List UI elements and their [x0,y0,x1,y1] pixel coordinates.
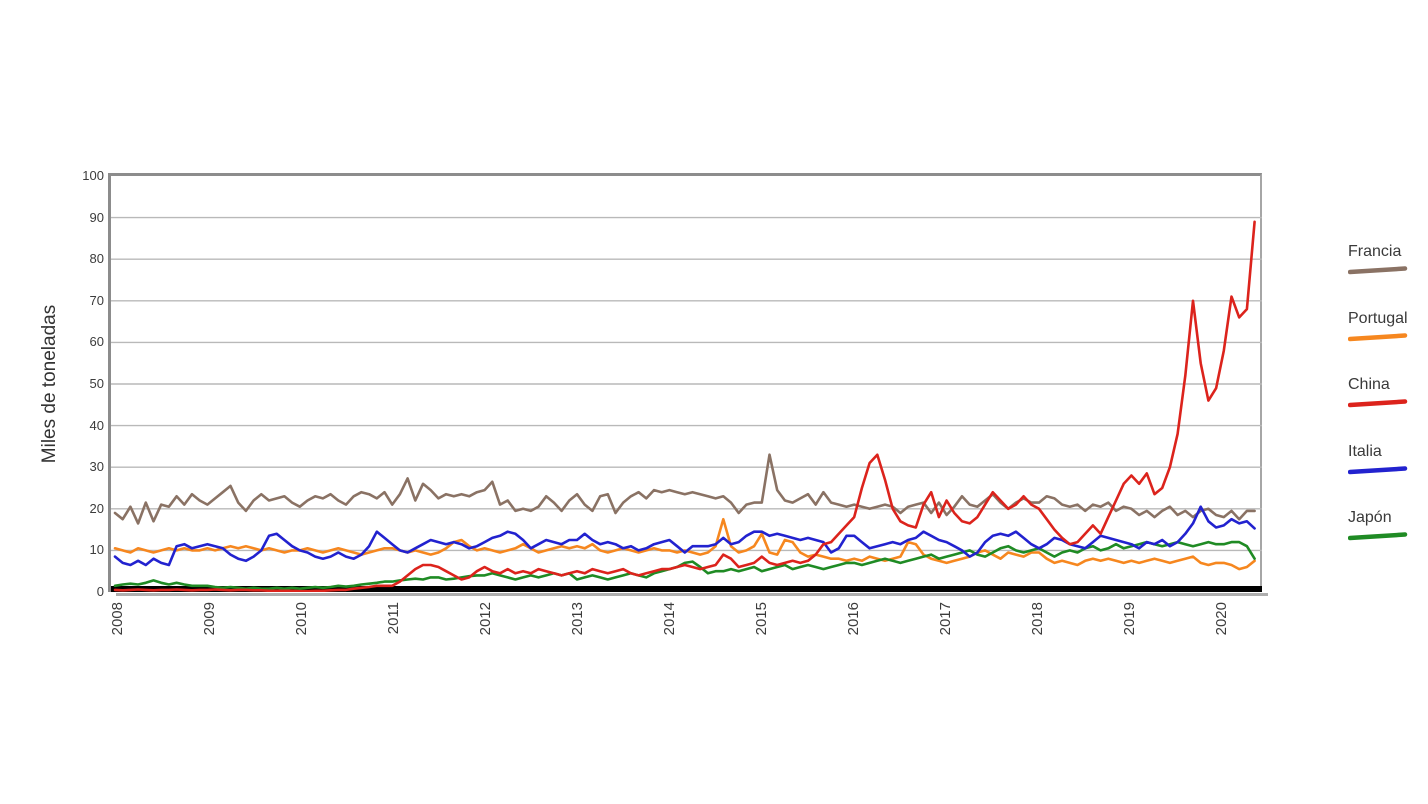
legend-entry-japón: Japón [1348,509,1408,541]
legend-entry-portugal: Portugal [1348,310,1408,342]
legend-entry-china: China [1348,376,1408,408]
legend-swatch-japón [1348,532,1408,541]
y-tick-label-40: 40 [89,417,104,433]
y-tick-label-60: 60 [89,334,104,350]
series-line-japón [113,540,1256,591]
legend-label: China [1348,376,1390,393]
legend-label: Francia [1348,243,1402,260]
y-tick-label-80: 80 [89,251,104,267]
x-tick-label-2011: 2011 [385,602,402,635]
y-tick-label-30: 30 [89,459,104,475]
x-tick-label-2015: 2015 [753,602,770,636]
series-line-francia [113,453,1256,525]
x-tick-label-2017: 2017 [937,602,954,636]
x-tick-label-2014: 2014 [661,602,678,636]
x-tick-label-2008: 2008 [109,602,126,636]
legend-label: Japón [1348,509,1392,526]
line-chart [111,216,1262,592]
legend-swatch-italia [1348,465,1408,474]
legend-entry-francia: Francia [1348,243,1408,275]
series-line-china [113,220,1256,592]
legend-label: Italia [1348,442,1382,460]
legend-entry-italia: Italia [1348,443,1408,475]
x-tick-label-2016: 2016 [845,602,862,636]
x-tick-label-2020: 2020 [1213,602,1230,636]
y-tick-label-0: 0 [96,584,104,599]
x-tick-label-2012: 2012 [477,602,494,636]
series-line-portugal [113,517,1256,571]
x-axis-line [111,586,1262,592]
y-tick-label-20: 20 [89,500,104,516]
x-tick-label-2013: 2013 [569,602,586,636]
y-tick-label-90: 90 [89,209,104,225]
legend-label: Portugal [1348,309,1408,327]
y-tick-label-70: 70 [89,292,104,308]
plot-area [108,173,1262,592]
x-tick-label-2019: 2019 [1121,602,1138,636]
legend-swatch-china [1348,399,1408,408]
y-tick-label-10: 10 [89,542,104,558]
legend-swatch-francia [1348,266,1408,275]
x-axis-shadow [116,593,1268,596]
legend-swatch-portugal [1348,332,1408,341]
x-tick-label-2018: 2018 [1029,602,1046,636]
x-tick-label-2009: 2009 [201,602,218,636]
y-tick-label-50: 50 [89,376,104,391]
y-tick-label-100: 100 [82,168,104,183]
x-tick-label-2010: 2010 [293,602,310,636]
